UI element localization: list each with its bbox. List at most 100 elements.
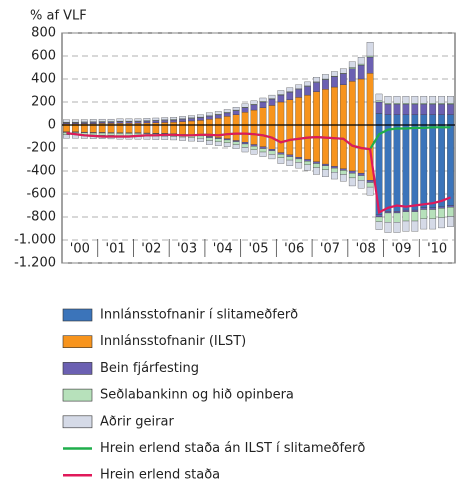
bar-segment <box>339 170 347 175</box>
bar-segment <box>63 124 70 133</box>
bar-segment <box>197 135 204 139</box>
legend-label: Innlánsstofnanir (ILST) <box>100 334 246 349</box>
bar-segment <box>63 122 70 124</box>
bar-segment <box>259 148 267 153</box>
bar-segment <box>72 122 79 124</box>
bar-segment <box>277 154 285 158</box>
bar-segment <box>214 138 222 142</box>
bar-segment <box>366 55 374 58</box>
bar-segment <box>286 159 294 166</box>
bar-segment <box>206 140 213 145</box>
bar-segment <box>277 124 285 153</box>
bar-segment <box>366 42 374 57</box>
bar-segment <box>72 119 79 123</box>
bar-segment <box>134 121 142 124</box>
bar-segment <box>348 61 356 68</box>
x-tick-label: '09 <box>391 242 411 257</box>
bar-segment <box>170 136 178 141</box>
bar-segment <box>206 136 213 138</box>
bar-segment <box>348 68 356 82</box>
bar-segment <box>393 96 401 104</box>
bar-segment <box>322 163 329 166</box>
bar-segment <box>295 162 303 169</box>
bar-segment <box>429 103 437 105</box>
bar-segment <box>250 109 258 126</box>
bar-segment <box>89 119 97 122</box>
y-tick-label: 400 <box>31 72 56 87</box>
bar-segment <box>134 124 142 133</box>
bar-segment <box>429 114 437 126</box>
bar-segment <box>447 207 454 217</box>
y-tick-label: 600 <box>31 49 56 64</box>
bar-segment <box>197 117 204 121</box>
bar-segment <box>107 124 115 133</box>
y-tick-label: 200 <box>31 95 56 110</box>
bar-segment <box>357 173 365 176</box>
bar-segment <box>411 220 419 232</box>
bar-segment <box>223 138 231 141</box>
bar-segment <box>411 211 419 222</box>
bar-segment <box>384 114 392 126</box>
bar-segment <box>241 107 249 113</box>
bar-segment <box>420 96 428 104</box>
legend-swatch <box>62 362 93 375</box>
bar-segment <box>384 124 392 212</box>
bar-segment <box>214 114 222 119</box>
bar-segment <box>116 118 124 122</box>
bar-segment <box>98 118 106 122</box>
bar-segment <box>322 124 329 165</box>
bar-segment <box>188 137 195 142</box>
bar-segment <box>89 122 97 124</box>
bar-segment <box>357 78 365 126</box>
bar-segment <box>98 132 106 136</box>
bar-segment <box>161 120 169 123</box>
bar-segment <box>304 161 311 165</box>
bar-segment <box>277 101 285 126</box>
bar-segment <box>107 133 115 136</box>
bar-segment <box>313 167 320 175</box>
bar-segment <box>322 169 329 177</box>
bar-segment <box>143 120 151 124</box>
bar-segment <box>313 77 320 83</box>
legend-swatch <box>62 388 93 402</box>
bar-segment <box>429 124 437 208</box>
bar-segment <box>214 137 222 139</box>
bar-segment <box>322 89 329 126</box>
bar-segment <box>241 103 249 108</box>
bar-segment <box>447 103 454 105</box>
bar-segment <box>179 136 186 141</box>
bar-segment <box>429 104 437 115</box>
y-tick-label: -1.200 <box>14 256 56 271</box>
bar-segment <box>134 118 142 122</box>
bar-segment <box>161 124 169 134</box>
bar-segment <box>339 68 347 74</box>
bar-segment <box>295 97 303 126</box>
bar-segment <box>411 114 419 126</box>
bar-segment <box>125 121 133 124</box>
bar-segment <box>313 91 320 126</box>
bar-segment <box>447 124 454 206</box>
bar-segment <box>384 104 392 115</box>
bar-segment <box>438 104 445 115</box>
bar-segment <box>438 114 445 126</box>
bar-segment <box>232 114 240 126</box>
bar-segment <box>268 150 276 155</box>
legend-swatch <box>62 335 93 349</box>
x-tick-label: '04 <box>213 242 233 257</box>
bar-segment <box>232 140 240 142</box>
bar-segment <box>420 207 428 210</box>
legend-label: Hrein erlend staða <box>100 468 220 483</box>
bar-segment <box>223 116 231 126</box>
bar-segment <box>304 159 311 162</box>
bar-segment <box>438 103 445 105</box>
x-tick-label: '05 <box>248 242 268 257</box>
bar-segment <box>241 142 249 145</box>
bar-segment <box>438 124 445 207</box>
bar-segment <box>295 158 303 163</box>
line-series <box>66 126 451 151</box>
bar-segment <box>420 124 428 208</box>
y-tick-label: -200 <box>26 141 56 156</box>
bar-segment <box>268 148 276 152</box>
bar-segment <box>411 96 419 104</box>
